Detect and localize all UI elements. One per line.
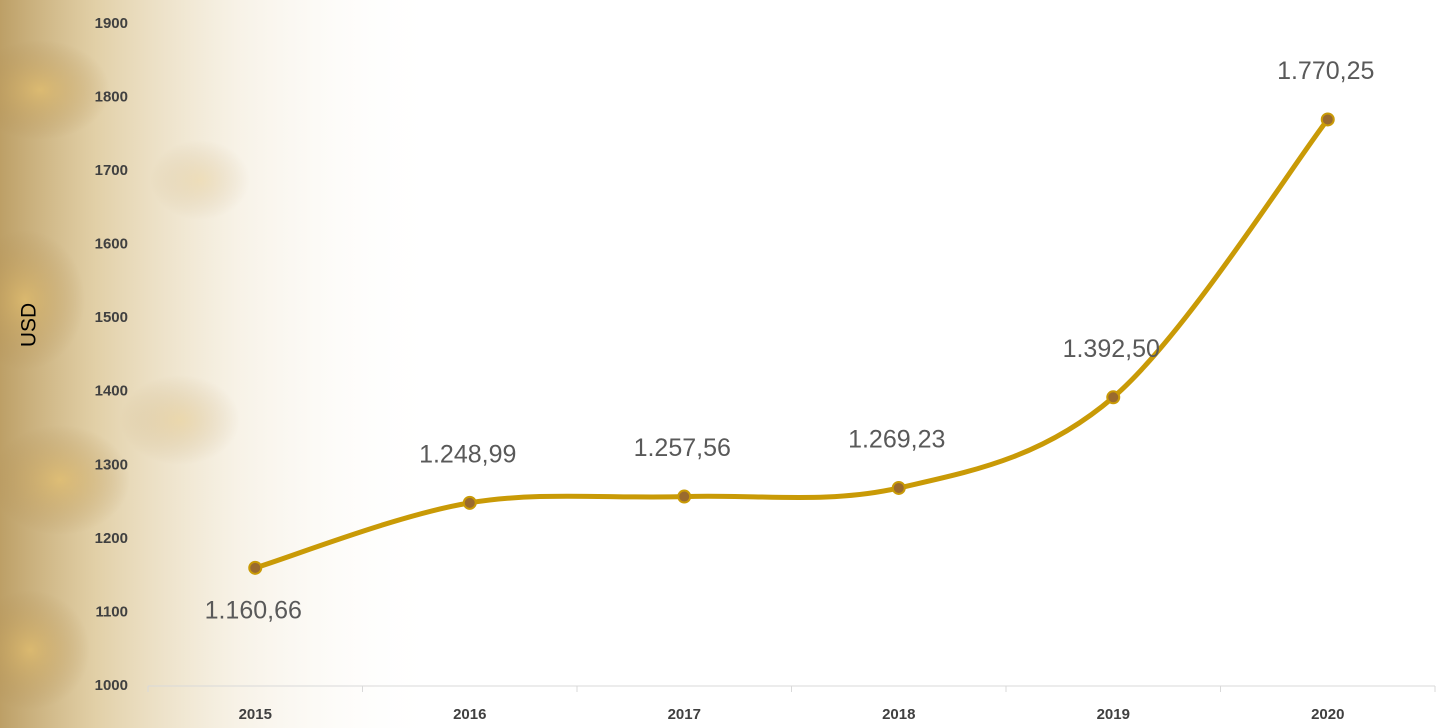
data-point bbox=[893, 482, 905, 494]
data-point bbox=[249, 562, 261, 574]
data-point bbox=[1322, 113, 1334, 125]
y-tick-label: 1300 bbox=[95, 456, 128, 473]
data-label: 1.770,25 bbox=[1277, 57, 1374, 85]
y-tick-label: 1900 bbox=[95, 15, 128, 32]
x-tick-label: 2018 bbox=[882, 706, 915, 723]
x-tick-label: 2016 bbox=[453, 706, 486, 723]
x-tick-label: 2020 bbox=[1311, 706, 1344, 723]
y-tick-label: 1700 bbox=[95, 162, 128, 179]
y-tick-label: 1200 bbox=[95, 530, 128, 547]
data-label: 1.392,50 bbox=[1063, 335, 1160, 363]
x-tick-label: 2015 bbox=[239, 706, 272, 723]
x-tick-label: 2019 bbox=[1097, 706, 1130, 723]
data-label: 1.248,99 bbox=[419, 440, 516, 468]
y-tick-label: 1000 bbox=[95, 677, 128, 694]
chart: USD 1000 1100 1200 1300 1400 1500 1600 1700 1800… bbox=[0, 0, 1445, 728]
y-tick-label: 1100 bbox=[95, 603, 128, 620]
y-tick-label: 1800 bbox=[95, 89, 128, 106]
data-point bbox=[464, 497, 476, 509]
data-label: 1.269,23 bbox=[848, 426, 945, 454]
data-point bbox=[678, 491, 690, 503]
data-label: 1.160,66 bbox=[205, 596, 302, 624]
y-tick-label: 1600 bbox=[95, 236, 128, 253]
y-tick-label: 1500 bbox=[95, 309, 128, 326]
x-tick-label: 2017 bbox=[668, 706, 701, 723]
data-point bbox=[1107, 391, 1119, 403]
data-label: 1.257,56 bbox=[634, 434, 731, 462]
y-axis-label: USD bbox=[18, 303, 41, 347]
y-tick-label: 1400 bbox=[95, 383, 128, 400]
